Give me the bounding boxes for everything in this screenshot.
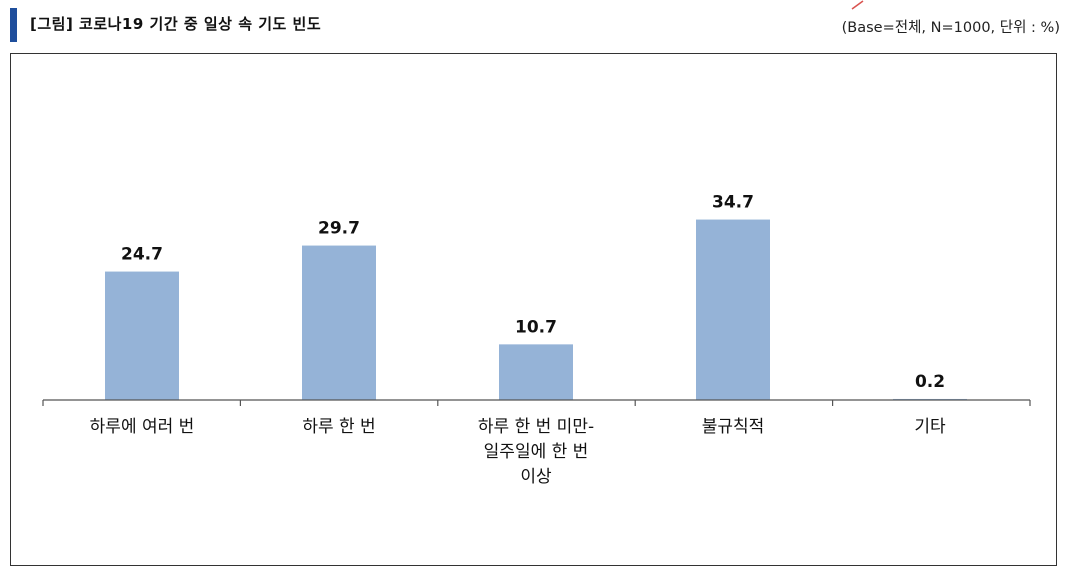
title-accent-bar <box>10 8 17 42</box>
base-note: (Base=전체, N=1000, 단위 : %) <box>841 20 1060 36</box>
value-labels-group: 24.7 29.7 10.7 34.7 0.2 <box>121 193 945 392</box>
chart-frame <box>10 53 1057 566</box>
bar <box>696 219 770 400</box>
category-label: 하루 한 번 <box>302 417 375 437</box>
x-axis-ticks <box>42 400 1031 406</box>
bar <box>105 271 179 400</box>
value-label: 0.2 <box>915 372 945 392</box>
category-label: 기타 <box>914 417 946 437</box>
category-labels-group: 하루에 여러 번 하루 한 번 하루 한 번 미만- 일주일에 한 번이상 불규칙적 기타 <box>90 417 946 487</box>
category-label: 하루에 여러 번 <box>90 417 195 437</box>
value-label: 29.7 <box>318 219 360 239</box>
bar <box>499 344 573 400</box>
category-label: 일주일에 한 번 <box>484 442 589 462</box>
value-label: 24.7 <box>121 245 163 265</box>
value-label: 34.7 <box>712 193 754 213</box>
red-mark-icon <box>851 0 864 10</box>
value-label: 10.7 <box>515 317 557 337</box>
page-title: [그림] 코로나19 기간 중 일상 속 기도 빈도 <box>30 15 322 33</box>
category-label: 하루 한 번 미만- <box>478 417 594 437</box>
category-label: 불규칙적 <box>702 417 765 437</box>
bars-group <box>105 219 967 400</box>
category-label: 이상 <box>520 467 552 487</box>
bar <box>302 245 376 400</box>
